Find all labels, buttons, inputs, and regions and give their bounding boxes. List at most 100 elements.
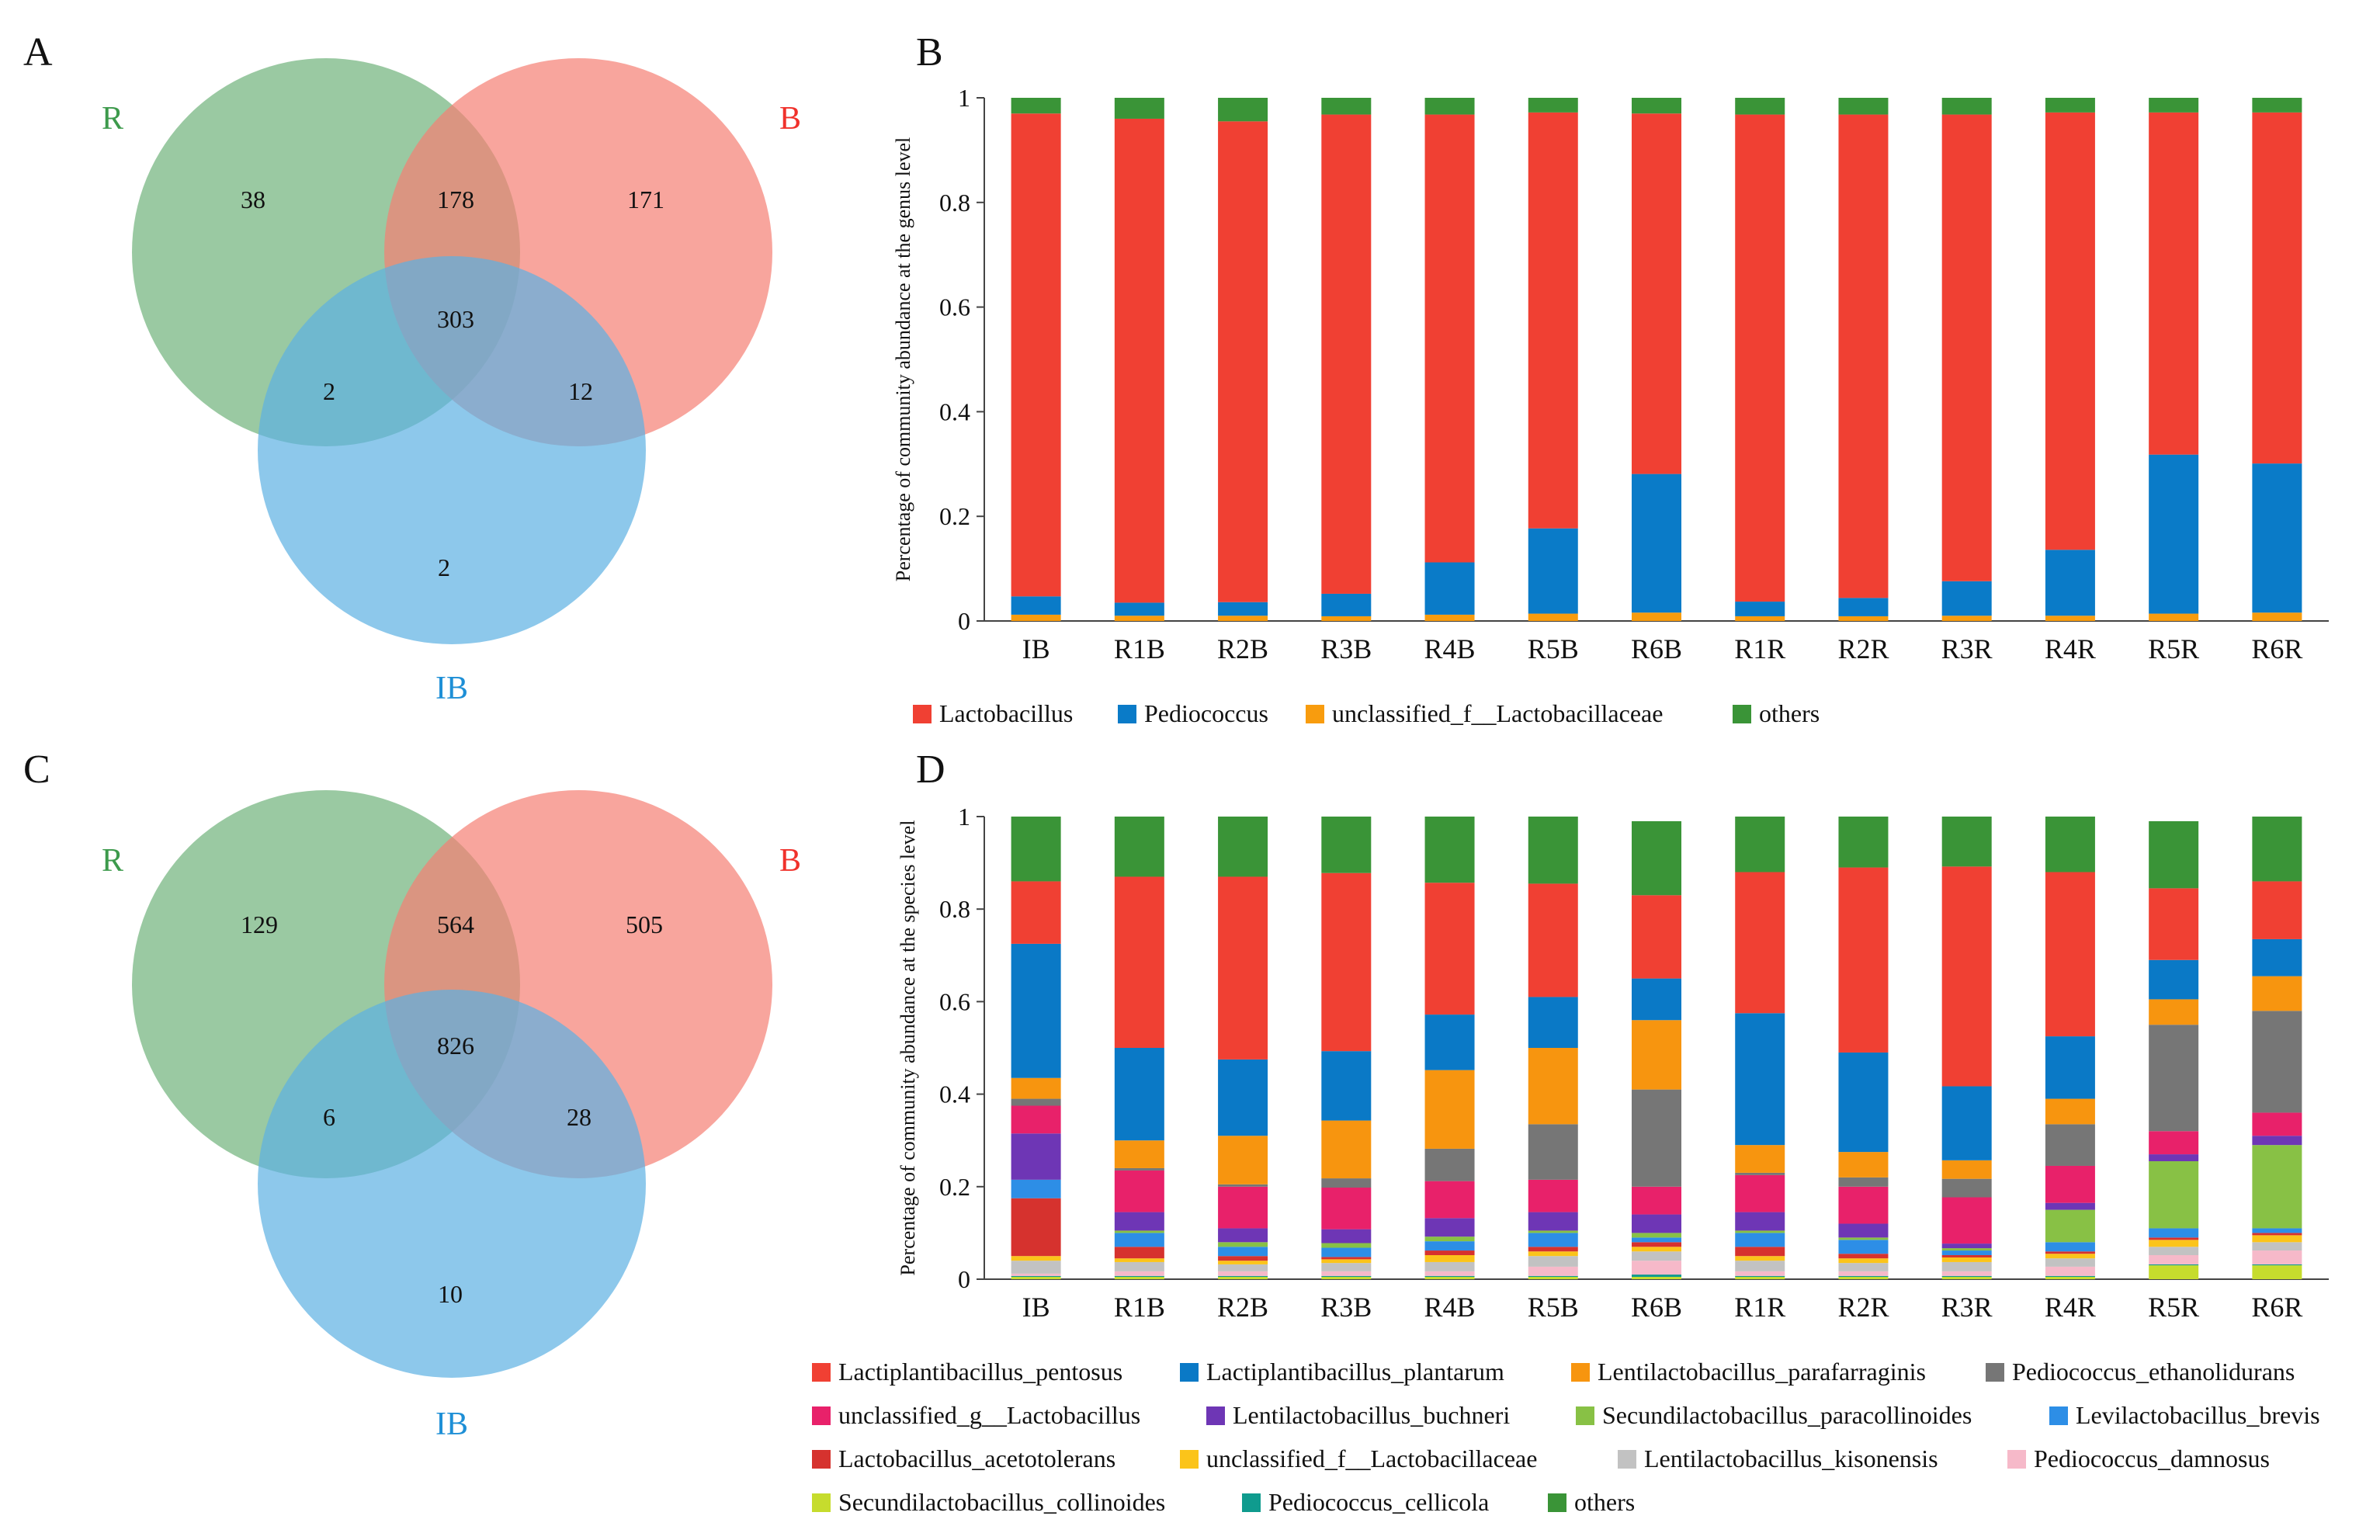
genus-stacked-bar-chart: 0 0.2 0.4 0.6 0.8 1 Percentage of community ab…: [892, 84, 2329, 727]
bar-segment-lentilactobacillus-parafarraginis-r5b: [1528, 1048, 1578, 1125]
bar-segment-unclassified-f-lactobacillaceae-ib: [1011, 614, 1061, 621]
bar-segment-pediococcus-ethanolidurans-r3r: [1941, 1178, 1992, 1198]
bar-segment-pediococcus-ethanolidurans-r2b: [1218, 1184, 1268, 1187]
bar-segment-pediococcus-cellicola-r3b: [1321, 1275, 1372, 1278]
bar-segment-pediococcus-r1b: [1114, 602, 1164, 616]
bar-segment-unclassified-g-lactobacillus-r5b: [1528, 1179, 1578, 1212]
x-tick-label: R2R: [1837, 633, 1889, 664]
bar-segment-unclassified-g-lactobacillus-r5r: [2149, 1131, 2199, 1155]
bar-segment-lentilactobacillus-kisonensis-r2r: [1838, 1263, 1889, 1271]
bar-segment-lentilactobacillus-buchneri-r4b: [1424, 1218, 1475, 1237]
legend-swatch-pediococcus-damnosus: [2007, 1450, 2026, 1469]
legend-label: Lentilactobacillus_kisonensis: [1644, 1445, 1938, 1472]
bar-segment-lentilactobacillus-kisonensis-r1b: [1114, 1261, 1164, 1271]
bar-segment-others-r3b: [1321, 817, 1372, 873]
bar-segment-unclassified-f-lactobacillaceae-r2b: [1218, 616, 1268, 621]
legend-label: others: [1574, 1488, 1635, 1516]
bar-segment-unclassified-g-lactobacillus-r4r: [2045, 1165, 2095, 1203]
x-tick-label: R3B: [1320, 1292, 1372, 1323]
bar-segment-lactobacillus-acetotolerans-r2b: [1218, 1256, 1268, 1261]
bar-segment-unclassified-f-lactobacillaceae-r4r: [2045, 616, 2095, 621]
bar-segment-lentilactobacillus-buchneri-r3b: [1321, 1229, 1372, 1243]
bar-segment-levilactobacillus-brevis-r1b: [1114, 1233, 1164, 1247]
bar-segment-pediococcus-r1r: [1735, 602, 1785, 616]
bar-segment-others-r4r: [2045, 817, 2095, 872]
bar-segment-lentilactobacillus-parafarraginis-r2b: [1218, 1136, 1268, 1184]
bar-segment-unclassified-g-lactobacillus-r2r: [1838, 1186, 1889, 1224]
y-tick-label: 1: [958, 803, 970, 831]
panel-label-c: C: [23, 747, 50, 792]
x-tick-label: R5B: [1528, 633, 1579, 664]
bar-segment-lactobacillus-r2r: [1838, 114, 1889, 598]
bar-segment-unclassified-g-lactobacillus-ib: [1011, 1105, 1061, 1134]
venn-diagram-genus: R B IB 38 178 171 303 2 12 2: [102, 58, 801, 706]
x-tick-label: R4B: [1424, 1292, 1476, 1323]
bar-segment-lactiplantibacillus-pentosus-r2r: [1838, 867, 1889, 1053]
bar-segment-lactiplantibacillus-pentosus-r6b: [1632, 895, 1681, 979]
bar-segment-others-r2r: [1838, 98, 1889, 115]
venn-count-ib-only: 2: [438, 553, 450, 581]
bar-segment-unclassified-f-lactobacillaceae-r4r: [2045, 1254, 2095, 1259]
venn-count-ib-only: 10: [438, 1280, 463, 1308]
bar-segment-lentilactobacillus-buchneri-r1b: [1114, 1212, 1164, 1231]
bar-segment-pediococcus-damnosus-r3b: [1321, 1271, 1372, 1276]
bar-segment-secundilactobacillus-paracollinoides-r5b: [1528, 1230, 1578, 1233]
bar-segment-lactobacillus-acetotolerans-r1r: [1735, 1247, 1785, 1257]
x-tick-label: R1R: [1734, 1292, 1785, 1323]
bar-segment-unclassified-f-lactobacillaceae-r3r: [1941, 1257, 1992, 1262]
bar-segment-levilactobacillus-brevis-r4b: [1424, 1241, 1475, 1251]
bar-segment-lactobacillus-acetotolerans-r5r: [2149, 1237, 2199, 1240]
bar-segment-others-r2b: [1218, 98, 1268, 122]
bar-segment-others-r1b: [1114, 98, 1164, 119]
x-tick-label: R1R: [1734, 633, 1785, 664]
bar-segment-lactiplantibacillus-plantarum-r3r: [1941, 1086, 1992, 1160]
bar-segment-lactobacillus-acetotolerans-r6b: [1632, 1242, 1681, 1247]
bar-segment-pediococcus-r5r: [2149, 454, 2199, 614]
bar-segment-unclassified-f-lactobacillaceae-r1r: [1735, 1256, 1785, 1261]
legend-label: others: [1759, 699, 1820, 727]
bar-segment-unclassified-f-lactobacillaceae-r2r: [1838, 1258, 1889, 1264]
venn-count-r-only: 129: [241, 910, 278, 938]
bar-segment-unclassified-f-lactobacillaceae-r1b: [1114, 1258, 1164, 1262]
x-tick-label: R3B: [1320, 633, 1372, 664]
bar-segment-secundilactobacillus-collinoides-r5r: [2149, 1265, 2199, 1279]
bar-segment-others-r5r: [2149, 820, 2199, 889]
bar-segment-pediococcus-cellicola-r1b: [1114, 1275, 1164, 1278]
bar-segment-lentilactobacillus-parafarraginis-r1b: [1114, 1140, 1164, 1168]
bar-segment-pediococcus-cellicola-r2b: [1218, 1275, 1268, 1278]
y-tick-label: 0.2: [939, 502, 970, 530]
bar-segment-secundilactobacillus-paracollinoides-r3r: [1941, 1248, 1992, 1251]
y-tick-label: 0: [958, 1265, 970, 1293]
bar-segment-pediococcus-damnosus-r2r: [1838, 1271, 1889, 1276]
bar-segment-others-r3r: [1941, 98, 1992, 115]
venn-set-label-r: R: [102, 843, 123, 879]
bar-segment-unclassified-g-lactobacillus-r6b: [1632, 1186, 1681, 1215]
legend-swatch-lentilactobacillus-buchneri: [1206, 1406, 1225, 1425]
legend-swatch-secundilactobacillus-collinoides: [812, 1493, 831, 1512]
x-tick-label: R6B: [1631, 633, 1682, 664]
legend-swatch-lentilactobacillus-parafarraginis: [1571, 1363, 1590, 1382]
bar-segment-others-r2r: [1838, 817, 1889, 868]
legend-label: Lactiplantibacillus_pentosus: [838, 1358, 1122, 1386]
venn-count-all: 826: [437, 1032, 474, 1060]
bar-segment-lactobacillus-r3r: [1941, 114, 1992, 581]
legend-label: Pediococcus_ethanolidurans: [2012, 1358, 2295, 1386]
x-tick-label: R5R: [2148, 633, 2199, 664]
bar-segment-pediococcus-cellicola-r5r: [2149, 1264, 2199, 1266]
bar-segment-lactobacillus-acetotolerans-r4b: [1424, 1250, 1475, 1256]
x-tick-label: R4R: [2045, 633, 2096, 664]
legend-label: Pediococcus_damnosus: [2034, 1445, 2270, 1472]
bar-segment-unclassified-g-lactobacillus-r1b: [1114, 1170, 1164, 1212]
bar-segment-secundilactobacillus-paracollinoides-r1r: [1735, 1230, 1785, 1233]
bar-segment-pediococcus-damnosus-r6r: [2252, 1250, 2302, 1264]
bar-segment-pediococcus-ethanolidurans-r6r: [2252, 1011, 2302, 1113]
legend-label: unclassified_f__Lactobacillaceae: [1206, 1445, 1537, 1472]
bar-segment-others-r6b: [1632, 820, 1681, 896]
x-tick-label: R1B: [1114, 1292, 1165, 1323]
legend-swatch-lactiplantibacillus-plantarum: [1180, 1363, 1199, 1382]
bar-segment-others-r6r: [2252, 817, 2302, 882]
bar-segment-pediococcus-ethanolidurans-r5r: [2149, 1025, 2199, 1132]
bar-segment-lentilactobacillus-buchneri-r1r: [1735, 1212, 1785, 1231]
bar-segment-lactiplantibacillus-pentosus-r4r: [2045, 872, 2095, 1037]
bar-segment-others-r6b: [1632, 98, 1681, 114]
